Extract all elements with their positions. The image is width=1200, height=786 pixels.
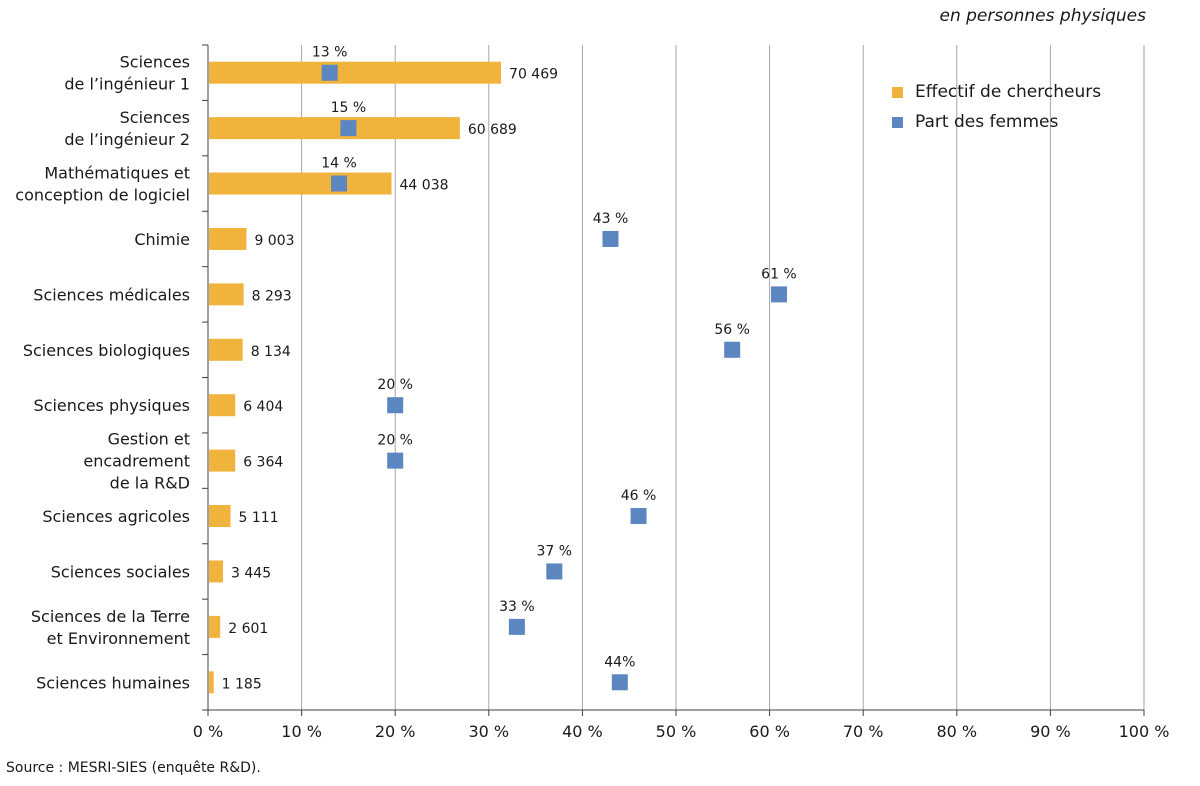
x-tick-label: 10 % [281,722,322,741]
bar [209,560,224,583]
marker-value-label: 46 % [621,488,657,504]
marker-value-label: 14 % [321,156,357,172]
bar-value-label: 6 364 [243,455,283,471]
marker [508,618,525,635]
bar [209,505,231,528]
bar [209,227,247,250]
category-label: Sciences [120,53,190,72]
bar-value-label: 8 293 [252,288,292,304]
marker [770,286,787,303]
category-label: Sciences biologiques [23,341,190,360]
category-label: encadrement [83,452,190,471]
marker-value-label: 20 % [377,377,413,393]
bar [209,172,392,195]
x-tick-label: 100 % [1119,722,1170,741]
axes [202,44,1145,716]
grid-lines [301,45,1145,710]
marker [630,508,647,525]
marker-value-label: 44% [604,654,635,670]
category-label: Chimie [134,230,190,249]
bar-value-label: 3 445 [231,565,271,581]
marker [546,563,563,580]
legend-item-researchers: Effectif de chercheurs [892,77,1101,107]
x-tick-label: 80 % [936,722,977,741]
x-tick-label: 70 % [843,722,884,741]
bar [209,61,502,84]
marker-value-label: 33 % [499,599,535,615]
category-label: de l’ingénieur 2 [64,130,190,149]
chart-labels: 0 % 10 % 20 % 30 % 40 % 50 % 60 % 70 % 80 % 90 % 1… [15,45,1169,741]
category-label: de la R&D [110,474,190,493]
legend-swatch-bar [892,86,903,98]
marker-value-label: 43 % [593,211,629,227]
bar-value-label: 60 689 [468,122,517,138]
bar [209,671,214,694]
legend-label-researchers: Effectif de chercheurs [915,82,1102,102]
bar [209,117,460,140]
category-label: Sciences agricoles [42,507,190,526]
bar [209,338,243,361]
marker-value-label: 13 % [312,45,348,61]
bar [209,394,236,417]
marker [387,452,404,469]
marker-value-label: 37 % [537,543,573,559]
category-label: Sciences sociales [51,562,190,581]
bar-value-label: 6 404 [243,399,283,415]
marker [724,341,741,358]
bar [209,283,244,306]
marker [611,674,628,691]
marker [340,120,357,137]
x-tick-label: 40 % [562,722,603,741]
x-tick-label: 20 % [375,722,416,741]
bar-value-label: 2 601 [228,621,268,637]
marker [331,175,348,192]
category-label: Sciences humaines [36,673,190,692]
category-label: et Environnement [47,629,190,648]
marker [321,64,338,81]
bar [209,449,236,472]
marker-series [321,64,787,691]
category-label: Sciences [120,108,190,127]
marker-value-label: 56 % [714,322,750,338]
bar-value-label: 5 111 [239,510,279,526]
unit-note: en personnes physiques [939,6,1147,26]
bar-value-label: 44 038 [400,178,449,194]
x-tick-label: 0 % [193,722,223,741]
bar-value-label: 9 003 [254,233,294,249]
bar-value-label: 1 185 [222,676,262,692]
marker-value-label: 20 % [377,433,413,449]
source-note: Source : MESRI-SIES (enquête R&D). [6,760,261,776]
bar-value-label: 8 134 [251,344,291,360]
category-label: Sciences de la Terre [31,607,190,626]
legend-swatch-marker [892,116,903,128]
x-tick-label: 50 % [656,722,697,741]
marker-value-label: 61 % [761,266,797,282]
category-label: conception de logiciel [15,186,190,205]
marker [602,230,619,247]
bar [209,615,221,638]
category-label: Mathématiques et [44,164,190,183]
marker [387,397,404,414]
x-tick-label: 60 % [749,722,790,741]
x-tick-label: 90 % [1030,722,1071,741]
marker-value-label: 15 % [331,100,367,116]
x-tick-label: 30 % [468,722,509,741]
category-label: Sciences médicales [33,285,190,304]
legend-label-women-share: Part des femmes [915,112,1059,132]
category-label: Gestion et [108,430,190,449]
legend: Effectif de chercheurs Part des femmes [892,77,1101,137]
bar-value-label: 70 469 [509,67,558,83]
category-label: de l’ingénieur 1 [64,75,190,94]
legend-item-women-share: Part des femmes [892,107,1101,137]
category-label: Sciences physiques [34,396,190,415]
